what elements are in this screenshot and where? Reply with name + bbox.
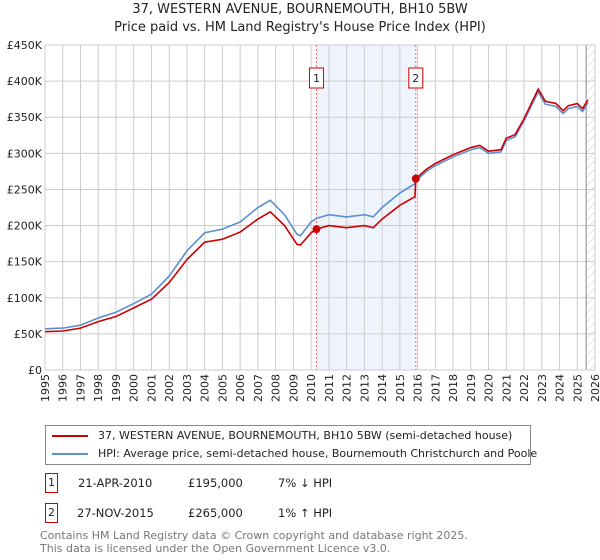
y-tick-label: £350K [7, 111, 43, 124]
x-tick-label: 2024 [554, 374, 567, 402]
x-tick-label: 2002 [163, 374, 176, 402]
legend-label: HPI: Average price, semi-detached house,… [98, 447, 538, 460]
x-tick-label: 2016 [412, 374, 425, 402]
x-tick-label: 2012 [341, 374, 354, 402]
x-tick-label: 1997 [74, 374, 87, 402]
x-tick-label: 2008 [270, 374, 283, 402]
hpi-line [44, 90, 589, 330]
y-tick-label: £0 [28, 364, 42, 377]
y-tick-label: £300K [7, 147, 43, 160]
sale-label: 2 [412, 72, 419, 85]
y-tick-label: £200K [7, 220, 43, 233]
sale-label-box [308, 67, 324, 89]
transaction-date: 21-APR-2010 [78, 476, 153, 490]
x-tick-label: 1999 [110, 374, 123, 402]
legend-swatch-blue [52, 453, 88, 455]
x-tick-label: 1996 [57, 374, 70, 402]
transaction-number: 1 [45, 473, 58, 493]
x-tick-label: 2020 [483, 374, 496, 402]
x-tick-label: 2023 [536, 374, 549, 402]
sale-label: 1 [313, 72, 320, 85]
transaction-hpi: 7% ↓ HPI [278, 476, 333, 490]
y-tick-label: £100K [7, 292, 43, 305]
chart-subtitle: Price paid vs. HM Land Registry's House … [114, 20, 486, 35]
x-tick-label: 1995 [39, 374, 52, 402]
plot-frame [44, 44, 596, 371]
x-tick-label: 2015 [394, 374, 407, 402]
x-tick-label: 2000 [128, 374, 141, 402]
forecast-hatch [586, 45, 595, 370]
x-tick-label: 1998 [92, 374, 105, 402]
sale-label-box [408, 67, 424, 89]
y-tick-label: £400K [7, 75, 43, 88]
footer-licence: This data is licensed under the Open Gov… [40, 542, 391, 555]
x-tick-label: 2026 [589, 374, 600, 402]
x-tick-label: 2022 [518, 374, 531, 402]
transaction-price: £195,000 [188, 476, 243, 490]
y-tick-label: £50K [14, 328, 43, 341]
transaction-price: £265,000 [188, 506, 243, 520]
y-tick-label: £450K [7, 39, 43, 52]
x-tick-label: 2025 [571, 374, 584, 402]
x-tick-label: 2003 [181, 374, 194, 402]
x-tick-label: 2011 [323, 374, 336, 402]
x-tick-label: 2013 [358, 374, 371, 402]
x-tick-label: 2010 [305, 374, 318, 402]
x-tick-label: 2004 [199, 374, 212, 402]
chart-title: 37, WESTERN AVENUE, BOURNEMOUTH, BH10 5B… [132, 2, 468, 17]
price-paid-line [44, 87, 589, 333]
sale-point [312, 225, 321, 234]
x-tick-label: 2014 [376, 374, 389, 402]
x-tick-label: 2009 [287, 374, 300, 402]
x-tick-label: 2005 [216, 374, 229, 402]
shaded-period [316, 45, 416, 370]
x-tick-label: 2006 [234, 374, 247, 402]
x-tick-label: 2017 [429, 374, 442, 402]
x-tick-label: 2021 [500, 374, 513, 402]
sale-point [411, 174, 420, 183]
price-chart: 1995 1996 1997 1998 1999 2000 2001 2002 2003 2004… [7, 39, 600, 402]
footer: Contains HM Land Registry data © Crown c… [40, 529, 468, 555]
x-tick-label: 2001 [145, 374, 158, 402]
x-tick-label: 2007 [252, 374, 265, 402]
legend-label: 37, WESTERN AVENUE, BOURNEMOUTH, BH10 5B… [98, 429, 513, 442]
legend: 37, WESTERN AVENUE, BOURNEMOUTH, BH10 5B… [45, 425, 537, 465]
x-tick-label: 2019 [465, 374, 478, 402]
transaction-date: 27-NOV-2015 [77, 506, 154, 520]
legend-swatch-red [52, 435, 88, 437]
transaction-hpi: 1% ↑ HPI [278, 506, 333, 520]
transaction-number: 2 [45, 503, 58, 523]
legend-item-property: 37, WESTERN AVENUE, BOURNEMOUTH, BH10 5B… [52, 429, 512, 443]
footer-copyright: Contains HM Land Registry data © Crown c… [40, 529, 468, 542]
x-tick-label: 2018 [447, 374, 460, 402]
legend-item-hpi: HPI: Average price, semi-detached house,… [52, 447, 537, 461]
y-tick-label: £250K [7, 183, 43, 196]
y-tick-label: £150K [7, 256, 43, 269]
